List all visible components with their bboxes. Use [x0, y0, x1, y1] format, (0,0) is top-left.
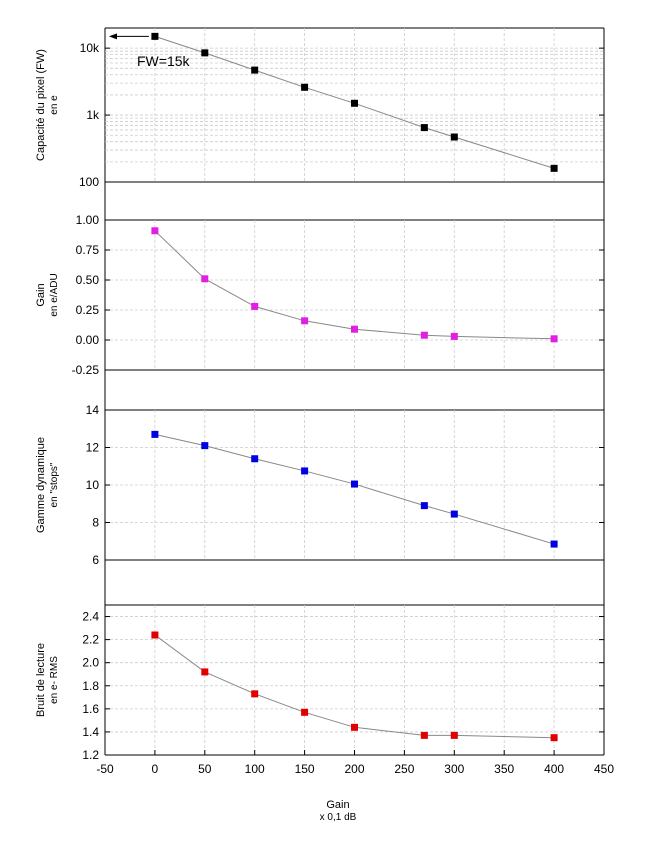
data-point [251, 66, 259, 74]
x-tick-label: 150 [295, 762, 315, 776]
y-tick-label: 1.00 [76, 213, 100, 227]
data-point [450, 133, 458, 141]
data-point [201, 668, 209, 676]
data-point [201, 275, 209, 283]
x-tick-label: 50 [198, 762, 212, 776]
x-tick-label: 200 [344, 762, 364, 776]
data-point [351, 99, 358, 107]
x-tick-label: -50 [96, 762, 114, 776]
y-tick-label: 100 [79, 175, 99, 189]
x-tick-label: 250 [394, 762, 414, 776]
data-point [351, 480, 358, 488]
data-point [420, 731, 428, 739]
fw-annotation: FW=15k [137, 53, 191, 69]
x-tick-label: 300 [444, 762, 464, 776]
data-point [420, 124, 428, 132]
series-line [154, 230, 555, 340]
y-axis-title: Bruit de lecture [35, 643, 47, 717]
data-point [550, 164, 558, 172]
data-point [351, 325, 358, 333]
axes [104, 33, 605, 756]
y-tick-label: 10k [80, 41, 100, 55]
y-tick-label: 8 [92, 516, 99, 530]
data-point [450, 332, 458, 340]
y-tick-label: 6 [92, 553, 99, 567]
data-point [201, 442, 209, 450]
data-point [420, 502, 428, 510]
y-tick-label: 0.50 [76, 273, 100, 287]
y-axis-title: Gamme dynamique [35, 437, 47, 533]
data-series [151, 32, 558, 742]
series-line [154, 634, 555, 739]
series-line [154, 433, 555, 545]
fw-arrow-head [109, 33, 117, 40]
x-axis-title: Gain [326, 799, 349, 811]
y-axis-unit: en e/ADU [49, 273, 60, 316]
x-tick-label: 450 [594, 762, 614, 776]
y-tick-label: 12 [86, 441, 100, 455]
data-point [351, 723, 358, 731]
y-tick-label: 2.2 [82, 633, 99, 647]
y-tick-label: 1k [86, 108, 100, 122]
y-axis-title: Capacité du pixel (FW) [35, 49, 47, 161]
y-tick-label: 1.8 [82, 679, 99, 693]
y-axis-unit: en e [49, 95, 60, 115]
data-point [251, 690, 259, 698]
data-point [251, 455, 259, 463]
y-tick-label: 2.4 [82, 610, 99, 624]
data-point [450, 731, 458, 739]
data-point [301, 708, 309, 716]
data-point [251, 302, 259, 310]
data-point [151, 430, 159, 438]
grid-lines [105, 28, 604, 755]
y-tick-label: -0.25 [72, 363, 100, 377]
y-tick-label: 0.25 [76, 303, 100, 317]
data-point [550, 734, 558, 742]
y-tick-label: 1.2 [82, 748, 99, 762]
data-point [151, 227, 159, 235]
y-tick-label: 1.6 [82, 702, 99, 716]
data-point [450, 510, 458, 518]
data-point [550, 335, 558, 343]
y-tick-label: 14 [86, 403, 100, 417]
data-point [151, 32, 159, 40]
x-tick-label: 350 [494, 762, 514, 776]
y-tick-label: 1.4 [82, 725, 99, 739]
y-tick-label: 2.0 [82, 656, 99, 670]
data-point [301, 467, 309, 475]
data-point [420, 331, 428, 339]
data-point [301, 317, 309, 325]
x-axis-unit: x 0,1 dB [320, 812, 357, 823]
data-point [151, 631, 159, 639]
x-tick-label: 400 [544, 762, 564, 776]
y-tick-label: 0.00 [76, 333, 100, 347]
y-tick-label: 10 [86, 478, 100, 492]
series-line [154, 35, 555, 169]
data-point [201, 49, 209, 57]
y-axis-title: Gain [35, 283, 47, 306]
x-tick-label: 0 [152, 762, 159, 776]
y-tick-label: 0.75 [76, 243, 100, 257]
y-axis-unit: en e- RMS [49, 656, 60, 704]
data-point [301, 83, 309, 91]
x-tick-label: 100 [245, 762, 265, 776]
y-axis-unit: en "stops" [49, 462, 60, 507]
data-point [550, 540, 558, 548]
